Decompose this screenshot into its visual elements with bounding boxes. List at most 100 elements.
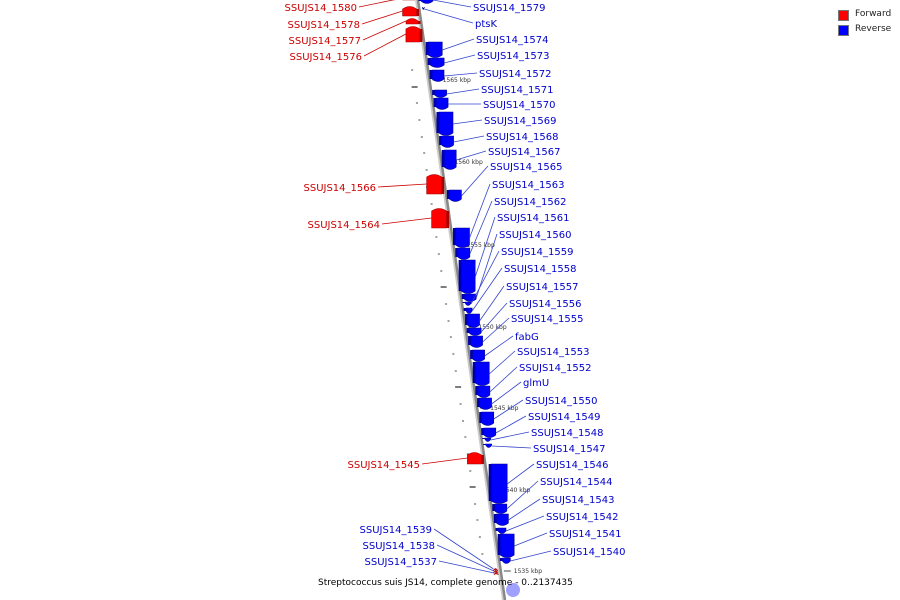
forward-gene-block [493, 572, 499, 576]
forward-gene-block [405, 26, 423, 43]
reverse-gene-leader [461, 165, 489, 197]
legend-forward: Forward [838, 8, 898, 23]
reverse-gene-leader [474, 216, 496, 278]
reverse-gene-block [497, 533, 515, 558]
forward-gene-leader [381, 217, 432, 225]
reverse-gene-label: SSUJS14_1569 [484, 116, 557, 127]
legend: Forward Reverse [838, 8, 898, 38]
reverse-gene-leader [491, 445, 532, 449]
reverse-gene-label: SSUJS14_1541 [549, 529, 622, 540]
reverse-gene-label: SSUJS14_1540 [553, 547, 626, 558]
forward-gene-block [431, 208, 450, 229]
reverse-gene-label: SSUJS14_1559 [501, 247, 574, 258]
reverse-gene-block [495, 527, 507, 534]
reverse-gene-block [436, 111, 454, 136]
reverse-gene-label: SSUJS14_1560 [499, 230, 572, 241]
scale-tick-label: 1550 kbp [478, 324, 506, 331]
forward-gene-label: SSUJS14_1537 [365, 557, 438, 568]
reverse-gene-block [479, 411, 495, 426]
reverse-gene-label: glmU [523, 378, 549, 389]
forward-gene-label: SSUJS14_1577 [289, 36, 362, 47]
reverse-gene-leader [446, 88, 480, 95]
reverse-gene-label: SSUJS14_1567 [488, 147, 561, 158]
forward-gene-label: SSUJS14_1566 [304, 183, 377, 194]
caption-separator: - [512, 578, 522, 588]
forward-gene-leader [362, 20, 407, 41]
scale-tick-label: 1560 kbp [454, 159, 482, 166]
reverse-gene-leader [482, 317, 510, 343]
reverse-gene-label: SSUJS14_1543 [542, 495, 615, 506]
reverse-gene-block [439, 135, 454, 148]
reverse-gene-block [418, 0, 434, 4]
reverse-gene-label: SSUJS14_1548 [531, 428, 604, 439]
reverse-gene-block [425, 41, 443, 58]
reverse-gene-leader [506, 463, 535, 485]
reverse-gene-leader [508, 498, 541, 521]
scale-tick-label: 1540 kbp [502, 487, 530, 494]
reverse-gene-label: SSUJS14_1563 [492, 180, 565, 191]
reverse-gene-label: SSUJS14_1579 [473, 3, 546, 14]
reverse-gene-label: SSUJS14_1561 [497, 213, 570, 224]
reverse-gene-label: SSUJS14_1562 [494, 197, 567, 208]
reverse-gene-block [475, 385, 491, 398]
reverse-gene-label: SSUJS14_1547 [533, 444, 606, 455]
reverse-gene-block [422, 6, 425, 10]
genome-range: 0..2137435 [521, 578, 573, 588]
forward-gene-leader [438, 560, 495, 574]
reverse-gene-label: SSUJS14_1574 [476, 35, 549, 46]
reverse-gene-label: SSUJS14_1553 [517, 347, 590, 358]
forward-gene-label: SSUJS14_1578 [288, 20, 361, 31]
reverse-gene-block [483, 443, 492, 448]
reverse-gene-label: SSUJS14_1555 [511, 314, 584, 325]
reverse-gene-block [432, 89, 447, 98]
reverse-gene-label: ptsK [475, 19, 497, 30]
forward-gene-leader [358, 0, 395, 8]
reverse-gene-leader [489, 366, 518, 393]
reverse-gene-block [462, 301, 472, 306]
reverse-gene-label: SSUJS14_1542 [546, 512, 619, 523]
reverse-gene-label: SSUJS14_1546 [536, 460, 609, 471]
reverse-gene-leader [488, 350, 516, 375]
forward-gene-leader [363, 33, 407, 57]
reverse-gene-label: fabG [515, 332, 539, 343]
forward-gene-leader [361, 10, 403, 25]
reverse-gene-leader [444, 54, 476, 64]
reverse-gene-block [429, 69, 445, 82]
reverse-gene-leader [510, 550, 552, 562]
reverse-gene-leader [484, 335, 514, 357]
reverse-gene-leader [480, 302, 508, 333]
reverse-gene-block [493, 513, 509, 526]
forward-gene-label: SSUJS14_1580 [285, 3, 358, 14]
reverse-gene-label: SSUJS14_1568 [486, 132, 559, 143]
reverse-gene-leader [471, 267, 503, 312]
reverse-gene-leader [493, 399, 524, 420]
reverse-gene-label: SSUJS14_1571 [481, 85, 554, 96]
reverse-gene-block [482, 437, 492, 442]
reverse-gene-block [499, 557, 511, 564]
reverse-gene-label: SSUJS14_1557 [506, 282, 579, 293]
reverse-gene-leader [495, 415, 527, 434]
reverse-gene-block [488, 463, 508, 504]
forward-gene-block [402, 6, 420, 17]
reverse-gene-block [468, 335, 483, 348]
reverse-gene-leader [432, 0, 472, 8]
scale-tick-label: 1545 kbp [490, 405, 518, 412]
reverse-gene-block [466, 327, 482, 336]
forward-gene-leader [433, 528, 494, 570]
legend-forward-label: Forward [855, 9, 892, 19]
forward-gene-label: SSUJS14_1564 [308, 220, 381, 231]
reverse-gene-leader [506, 480, 539, 510]
genome-name: Streptococcus suis JS14, complete genome [318, 578, 513, 588]
forward-gene-leader [421, 457, 468, 465]
reverse-gene-leader [442, 38, 475, 51]
reverse-gene-block [465, 313, 480, 328]
scale-tick-label: 1535 kbp [514, 568, 542, 575]
forward-gene-block [405, 18, 421, 25]
scale-tick-label: 1565 kbp [443, 77, 471, 84]
reverse-gene-label: SSUJS14_1570 [483, 100, 556, 111]
forward-gene-block [467, 452, 484, 465]
reverse-gene-label: SSUJS14_1544 [540, 477, 613, 488]
legend-reverse: Reverse [838, 23, 898, 38]
reverse-gene-block [481, 427, 497, 438]
